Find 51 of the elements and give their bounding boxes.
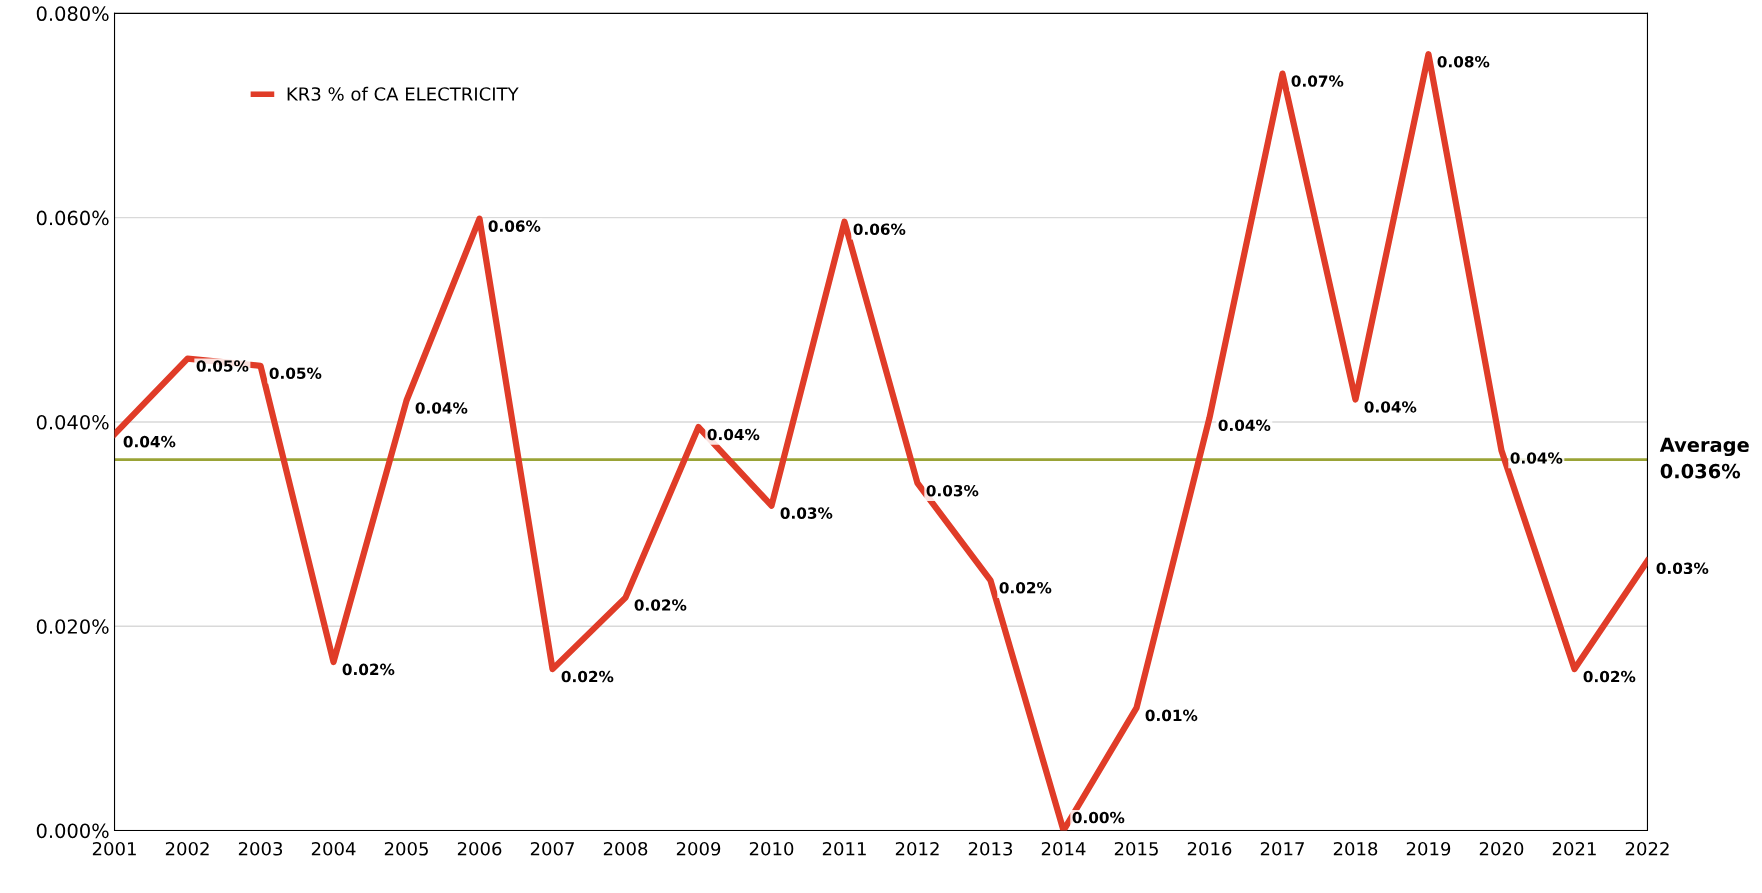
y-tick-label: 0.080% <box>36 6 109 22</box>
data-label: 0.02% <box>1583 670 1636 683</box>
y-tick-label: 0.020% <box>36 619 109 634</box>
data-label: 0.01% <box>1145 709 1198 722</box>
x-tick-label: 2022 <box>1625 841 1669 856</box>
data-label: 0.04% <box>1510 452 1563 464</box>
x-tick-label: 2017 <box>1260 841 1304 856</box>
x-tick-label: 2003 <box>238 841 283 856</box>
data-label: 0.00% <box>1072 811 1125 824</box>
x-tick-label: 2012 <box>895 841 939 856</box>
data-label: 0.04% <box>1364 401 1417 413</box>
ref-line-label: Average 0.036% <box>1659 437 1749 479</box>
legend-label: KR3 % of CA ELECTRICITY <box>287 86 519 101</box>
data-label: 0.07% <box>1291 75 1344 87</box>
x-tick-label: 2007 <box>530 841 574 856</box>
x-tick-label: 2002 <box>165 841 209 856</box>
y-tick-label: 0.000% <box>36 823 109 839</box>
data-label: 0.03% <box>1656 562 1709 575</box>
x-tick-label: 2001 <box>92 841 136 856</box>
x-tick-label: 2006 <box>457 841 502 856</box>
x-tick-label: 2010 <box>749 841 794 856</box>
data-label: 0.06% <box>853 223 906 235</box>
x-tick-label: 2005 <box>384 841 428 856</box>
x-tick-label: 2013 <box>968 841 1013 856</box>
data-label: 0.04% <box>707 428 760 441</box>
x-tick-label: 2018 <box>1333 841 1378 856</box>
y-tick-label: 0.060% <box>36 210 109 226</box>
x-tick-label: 2008 <box>603 841 648 856</box>
x-tick-label: 2004 <box>311 841 356 856</box>
data-label: 0.03% <box>780 507 833 519</box>
x-tick-label: 2009 <box>676 841 721 856</box>
data-label: 0.03% <box>926 484 979 497</box>
data-label: 0.02% <box>999 581 1052 594</box>
x-tick-label: 2015 <box>1114 841 1158 856</box>
data-label: 0.04% <box>415 402 468 414</box>
y-tick-label: 0.040% <box>36 414 109 430</box>
data-label: 0.08% <box>1437 55 1490 68</box>
data-label: 0.04% <box>123 435 176 448</box>
data-label: 0.05% <box>196 360 249 372</box>
data-label: 0.04% <box>1218 419 1271 432</box>
x-tick-label: 2019 <box>1406 841 1451 856</box>
data-label: 0.05% <box>269 367 322 379</box>
data-label: 0.02% <box>634 599 687 611</box>
x-tick-label: 2021 <box>1552 841 1596 856</box>
x-tick-label: 2020 <box>1479 841 1524 856</box>
x-tick-label: 2014 <box>1041 841 1086 856</box>
data-label: 0.02% <box>561 670 614 683</box>
data-label: 0.02% <box>342 663 395 676</box>
data-label: 0.06% <box>488 220 541 232</box>
x-tick-label: 2011 <box>822 841 866 856</box>
x-tick-label: 2016 <box>1187 841 1232 856</box>
